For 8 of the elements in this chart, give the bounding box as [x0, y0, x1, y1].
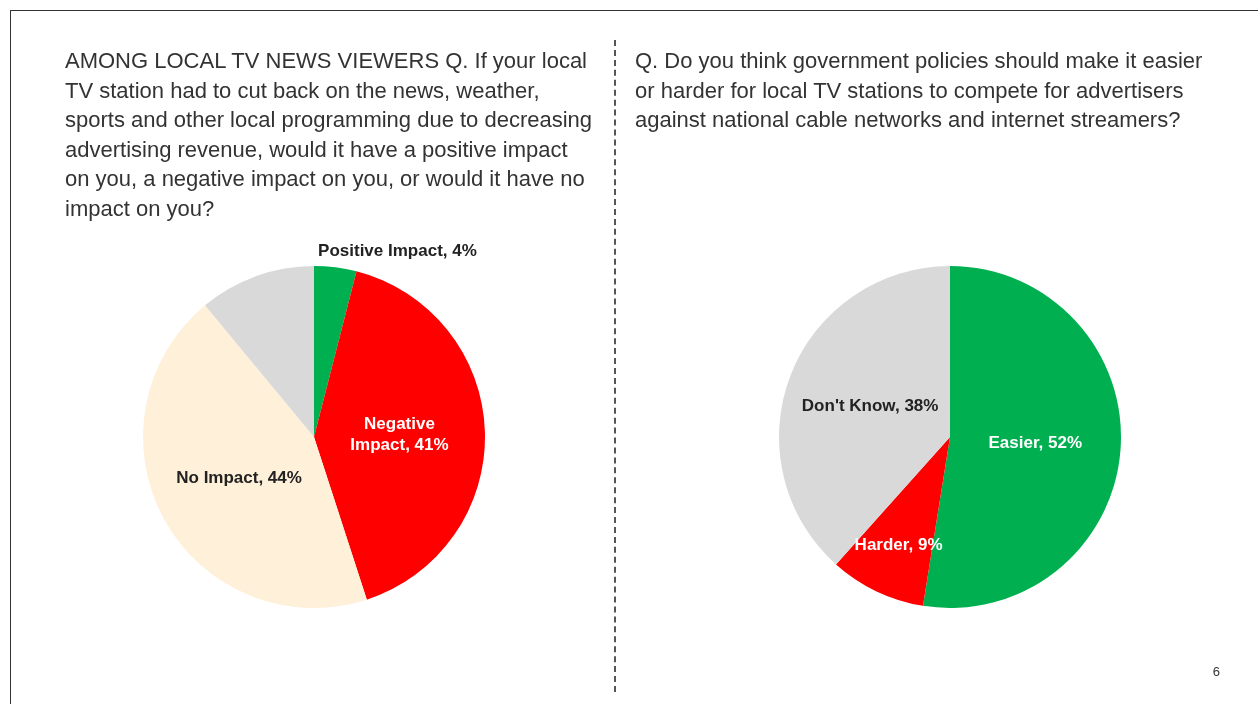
chart-title: AMONG LOCAL TV NEWS VIEWERS Q. If your local TV station had to cut back on the news, weather, sports and other local programming due to decreasing advertising revenue, would it have a positive impact on you, a negative impact on you, or would it have no impact on you? [65, 47, 594, 223]
chart-title: Q. Do you think government policies should make it easier or harder for local TV stations to compete for advertisers against national cable networks and internet streamers? [635, 47, 1204, 134]
slice-label: Don't Know, 38% [801, 396, 939, 416]
slice-label: Positive Impact, 4% [318, 241, 477, 261]
slice-label: No Impact, 44% [176, 467, 302, 487]
text: 6 [1212, 664, 1220, 679]
slice-label: Easier, 52% [988, 433, 1083, 453]
slice-label: Negative Impact, 41% [350, 413, 449, 454]
